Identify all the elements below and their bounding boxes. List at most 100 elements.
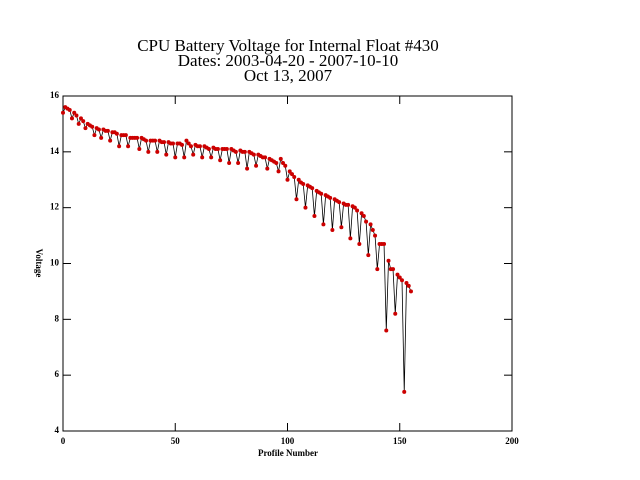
- data-point: [171, 141, 176, 146]
- x-tick-label: 0: [61, 436, 66, 446]
- data-point: [76, 121, 81, 126]
- data-point: [355, 208, 360, 213]
- data-point: [274, 161, 279, 165]
- data-point: [162, 140, 167, 145]
- data-point: [296, 177, 301, 182]
- y-tick-label: 4: [55, 425, 60, 435]
- data-point: [265, 166, 270, 171]
- data-point: [263, 155, 268, 160]
- data-point: [236, 161, 241, 165]
- data-point: [384, 328, 389, 333]
- data-point: [397, 275, 402, 280]
- data-point: [96, 127, 101, 132]
- data-point: [173, 155, 178, 160]
- data-point: [215, 147, 220, 152]
- data-point: [339, 225, 344, 230]
- data-point: [321, 222, 326, 227]
- data-point: [81, 119, 86, 124]
- data-point: [123, 133, 128, 138]
- data-point: [361, 214, 366, 219]
- data-point: [312, 214, 317, 219]
- data-point: [182, 155, 187, 160]
- data-point: [105, 128, 110, 133]
- data-point: [108, 138, 113, 143]
- data-point: [370, 228, 375, 232]
- data-point: [359, 211, 364, 216]
- data-point: [188, 144, 193, 149]
- data-point: [328, 195, 333, 200]
- data-point: [391, 267, 396, 272]
- data-point: [373, 233, 378, 238]
- data-point: [366, 253, 371, 258]
- data-point: [137, 147, 142, 152]
- y-tick-label: 16: [50, 90, 60, 100]
- data-point: [209, 155, 214, 160]
- data-point: [352, 205, 357, 210]
- y-tick-label: 8: [55, 313, 60, 323]
- data-point: [301, 181, 306, 186]
- data-point: [179, 142, 184, 147]
- x-tick-label: 100: [281, 436, 295, 446]
- data-point: [184, 138, 189, 143]
- data-point: [245, 166, 250, 171]
- data-point: [126, 144, 131, 149]
- data-point: [330, 228, 335, 232]
- data-point: [404, 281, 409, 286]
- data-point: [218, 158, 223, 163]
- data-point: [233, 149, 238, 154]
- data-point: [294, 197, 299, 202]
- data-point: [368, 222, 373, 227]
- data-point: [227, 161, 232, 165]
- data-point: [357, 241, 362, 246]
- data-point: [146, 149, 151, 154]
- data-point: [251, 152, 256, 157]
- data-point: [197, 144, 202, 149]
- data-point: [144, 138, 149, 143]
- data-point: [206, 147, 211, 152]
- data-point: [117, 144, 122, 149]
- chart-subtitle: Dates: 2003-04-20 - 2007-10-10: [178, 51, 399, 70]
- data-point: [399, 278, 404, 283]
- data-point: [281, 161, 286, 165]
- data-point: [393, 311, 398, 316]
- data-point: [69, 116, 74, 121]
- y-tick-label: 6: [55, 369, 60, 379]
- data-point: [61, 110, 65, 115]
- data-point: [278, 156, 283, 161]
- data-point: [348, 236, 353, 241]
- data-point: [224, 147, 229, 152]
- data-point: [319, 191, 324, 196]
- data-point: [386, 258, 391, 263]
- data-point: [337, 200, 342, 205]
- data-point: [395, 272, 400, 277]
- data-point: [287, 169, 292, 174]
- data-point: [74, 113, 79, 118]
- data-point: [191, 152, 196, 157]
- data-point: [72, 110, 77, 115]
- x-axis-label: Profile Number: [258, 448, 318, 458]
- data-point: [303, 205, 308, 210]
- data-point: [90, 124, 95, 129]
- data-point: [285, 177, 290, 182]
- data-point: [200, 155, 205, 160]
- y-tick-label: 10: [50, 258, 60, 268]
- data-point: [382, 241, 387, 246]
- data-point: [283, 163, 288, 168]
- x-tick-label: 150: [393, 436, 407, 446]
- data-point: [346, 202, 351, 207]
- data-point: [408, 289, 413, 294]
- data-point: [254, 163, 259, 168]
- data-point: [78, 116, 83, 121]
- data-point: [164, 152, 169, 157]
- data-point: [406, 283, 411, 288]
- data-point: [67, 107, 72, 112]
- y-tick-label: 12: [50, 202, 60, 212]
- data-point: [92, 133, 97, 138]
- data-point: [114, 131, 119, 136]
- data-point: [186, 141, 191, 146]
- data-point: [83, 126, 88, 131]
- data-point: [310, 186, 315, 191]
- data-point: [364, 219, 369, 224]
